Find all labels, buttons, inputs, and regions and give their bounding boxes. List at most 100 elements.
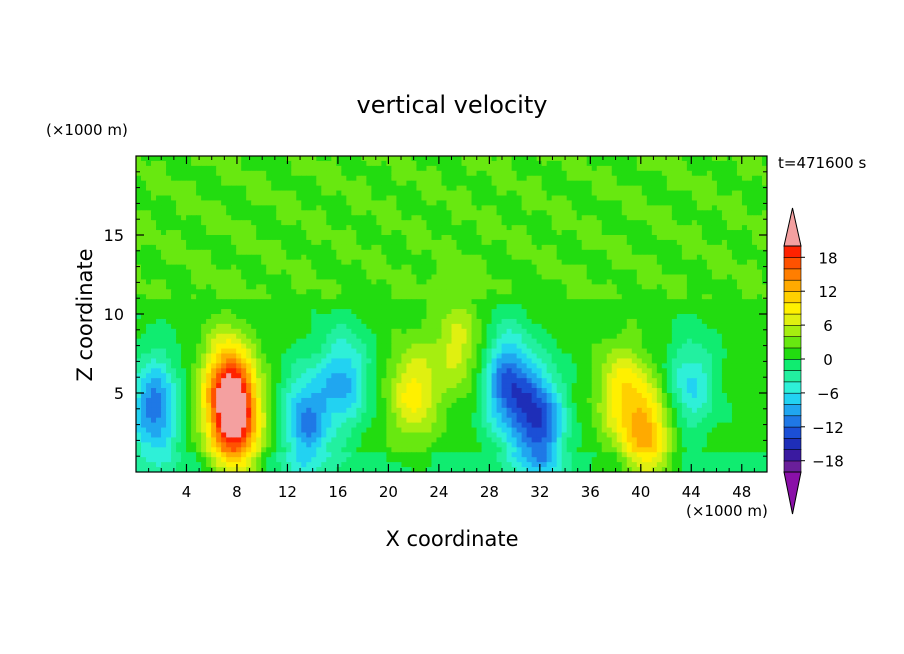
field-cell <box>451 200 458 206</box>
field-cell <box>621 239 628 246</box>
field-cell <box>571 200 578 206</box>
field-cell <box>216 328 222 335</box>
field-cell <box>406 195 413 202</box>
field-cell <box>181 165 187 172</box>
field-cell <box>536 328 543 335</box>
field-cell <box>571 304 578 310</box>
field-cell <box>701 210 708 216</box>
field-cell <box>406 299 413 305</box>
field-cell <box>356 338 362 345</box>
field-cell <box>141 299 147 305</box>
field-cell <box>371 304 377 310</box>
field-cell <box>241 205 247 211</box>
field-cell <box>156 156 162 162</box>
field-cell <box>421 269 428 276</box>
field-cell <box>226 170 232 177</box>
field-cell <box>201 235 207 241</box>
field-cell <box>716 323 723 330</box>
field-cell <box>436 175 443 182</box>
field-cell <box>401 160 408 167</box>
field-cell <box>246 254 252 261</box>
field-cell <box>216 259 222 266</box>
field-cell <box>746 259 753 266</box>
field-cell <box>236 314 242 320</box>
field-cell <box>516 269 523 276</box>
field-cell <box>291 205 297 211</box>
field-cell <box>306 284 312 290</box>
field-cell <box>341 254 347 261</box>
field-cell <box>201 333 207 340</box>
field-cell <box>216 348 222 355</box>
field-cell <box>601 215 608 221</box>
field-cell <box>741 289 748 295</box>
field-cell <box>531 299 538 305</box>
field-cell <box>576 333 583 340</box>
field-cell <box>366 239 372 246</box>
field-cell <box>551 160 558 167</box>
field-cell <box>451 175 458 182</box>
field-cell <box>596 190 603 197</box>
field-cell <box>171 289 177 295</box>
field-cell <box>421 200 428 206</box>
field-cell <box>511 195 518 202</box>
field-cell <box>511 180 518 187</box>
field-cell <box>236 249 242 256</box>
field-cell <box>176 279 182 285</box>
field-cell <box>656 205 663 211</box>
field-cell <box>376 333 382 340</box>
field-cell <box>306 244 312 251</box>
field-cell <box>151 175 157 182</box>
field-cell <box>596 156 603 162</box>
field-cell <box>516 249 523 256</box>
field-cell <box>351 304 357 310</box>
field-cell <box>281 210 287 216</box>
field-cell <box>436 338 443 345</box>
field-cell <box>691 220 698 226</box>
field-cell <box>671 215 678 221</box>
field-cell <box>636 180 643 187</box>
field-cell <box>251 230 257 236</box>
field-cell <box>566 314 573 320</box>
field-cell <box>491 259 498 266</box>
field-cell <box>596 333 603 340</box>
field-cell <box>516 225 523 231</box>
field-cell <box>186 156 192 162</box>
field-cell <box>666 264 673 271</box>
field-cell <box>481 190 488 197</box>
field-cell <box>326 225 332 231</box>
field-cell <box>581 333 588 340</box>
field-cell <box>191 180 197 187</box>
field-cell <box>676 156 683 162</box>
field-cell <box>481 264 488 271</box>
field-cell <box>281 343 287 350</box>
field-cell <box>486 338 493 345</box>
field-cell <box>226 205 232 211</box>
field-cell <box>526 165 533 172</box>
field-cell <box>151 289 157 295</box>
field-cell <box>361 220 367 226</box>
field-cell <box>191 259 197 266</box>
field-cell <box>721 249 728 256</box>
field-cell <box>256 244 262 251</box>
field-cell <box>521 215 528 221</box>
field-cell <box>641 264 648 271</box>
field-cell <box>176 259 182 266</box>
field-cell <box>381 244 387 251</box>
field-cell <box>296 259 302 266</box>
field-cell <box>366 294 372 300</box>
field-cell <box>741 249 748 256</box>
field-cell <box>226 294 232 300</box>
field-cell <box>491 225 498 231</box>
field-cell <box>746 225 753 231</box>
field-cell <box>756 343 763 350</box>
field-cell <box>691 289 698 295</box>
field-cell <box>486 284 493 290</box>
field-cell <box>661 323 668 330</box>
field-cell <box>676 195 683 202</box>
field-cell <box>191 254 197 261</box>
field-cell <box>166 279 172 285</box>
field-cell <box>626 333 633 340</box>
field-cell <box>171 264 177 271</box>
field-cell <box>196 160 202 167</box>
field-cell <box>201 185 207 192</box>
